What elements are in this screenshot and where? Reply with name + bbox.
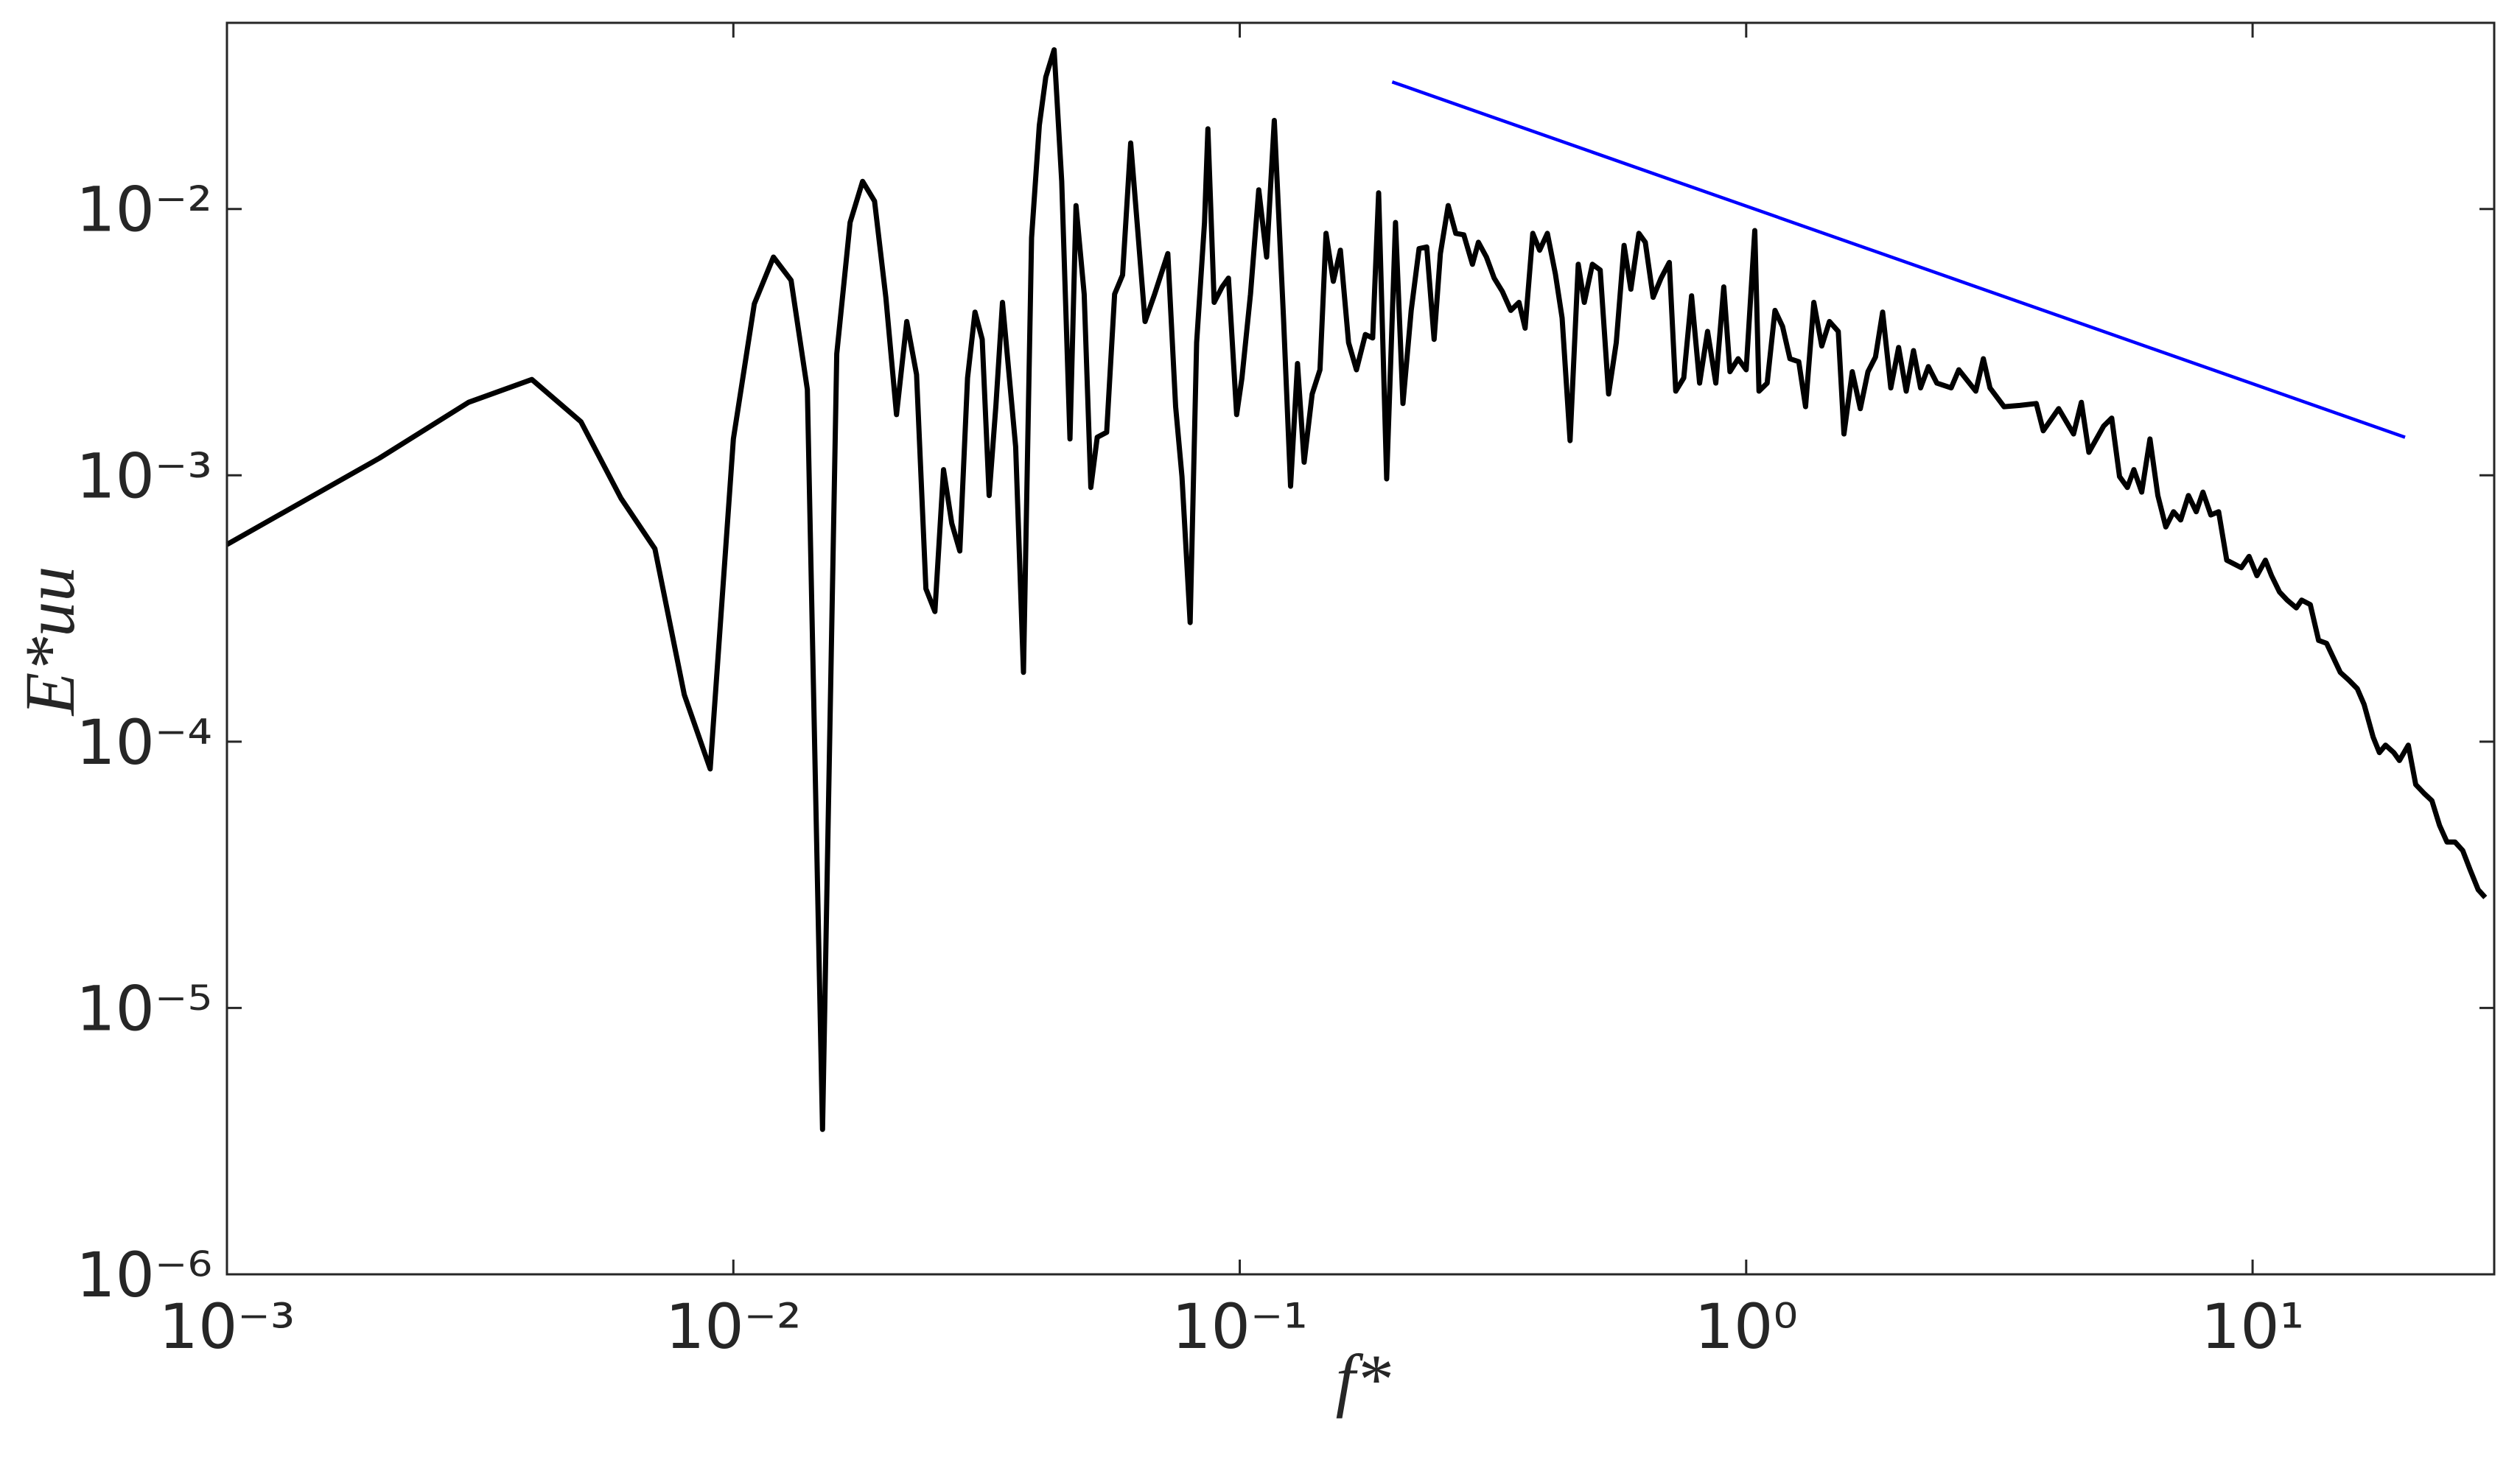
line-series (225, 47, 2488, 1132)
x-tick-label: 10⁻² (665, 1291, 802, 1363)
plot-frame (225, 21, 2496, 1276)
y-axis-label: E*uu (10, 566, 89, 717)
x-axis-label: f* (1336, 1340, 1391, 1419)
y-tick-label: 10⁻⁵ (76, 972, 212, 1045)
x-tick-label: 10⁻¹ (1172, 1291, 1308, 1363)
line-series (1391, 80, 2406, 439)
y-tick-label: 10⁻⁶ (76, 1239, 212, 1311)
x-tick-label: 10¹ (2201, 1291, 2305, 1363)
y-tick-label: 10⁻² (76, 174, 212, 246)
x-tick-label: 10⁰ (1695, 1291, 1799, 1363)
y-tick-label: 10⁻³ (76, 440, 212, 512)
x-tick-label: 10⁻³ (159, 1291, 295, 1363)
y-tick-label: 10⁻⁴ (76, 706, 212, 779)
